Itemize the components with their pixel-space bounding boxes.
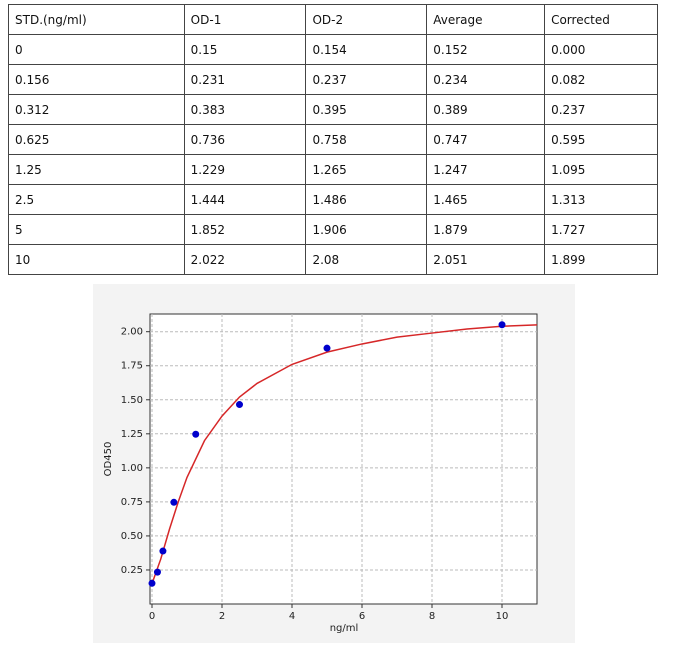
- data-point: [498, 321, 506, 329]
- y-tick-label: 0.50: [121, 531, 143, 542]
- table-cell: 0.234: [426, 64, 546, 95]
- y-tick-label: 1.50: [121, 395, 143, 406]
- table-cell: 2.08: [305, 244, 428, 275]
- table-cell: OD-1: [183, 4, 307, 35]
- table-cell: 2.5: [8, 184, 185, 215]
- table-cell: 1.095: [544, 154, 658, 185]
- y-tick-label: 2.00: [121, 327, 143, 338]
- x-tick-label: 8: [429, 611, 435, 622]
- table-cell: Corrected: [544, 4, 658, 35]
- y-tick-label: 1.75: [121, 361, 143, 372]
- table-cell: 0.154: [305, 34, 428, 65]
- table-cell: 2.051: [426, 244, 546, 275]
- table-cell: 2.022: [183, 244, 307, 275]
- data-point: [236, 401, 243, 409]
- table-cell: 1.247: [426, 154, 546, 185]
- y-tick-label: 0.25: [121, 565, 143, 576]
- table-cell: 1.899: [544, 244, 658, 275]
- data-point: [170, 498, 178, 506]
- table-cell: 0.395: [305, 94, 428, 125]
- table-row: 0.312 0.383 0.395 0.389 0.237: [8, 94, 658, 125]
- y-tick-label: 1.25: [121, 429, 143, 440]
- table-cell: 1.229: [183, 154, 307, 185]
- x-tick-label: 4: [289, 611, 295, 622]
- data-point: [159, 547, 167, 555]
- y-axis-label: OD450: [103, 442, 114, 477]
- table-cell: 0.15: [183, 34, 307, 65]
- x-tick-label: 10: [496, 611, 509, 622]
- table-cell: 0.736: [183, 124, 307, 155]
- table-row: 10 2.022 2.08 2.051 1.899: [8, 244, 658, 275]
- plot-area: [149, 313, 538, 605]
- table-cell: 1.313: [544, 184, 658, 215]
- data-point: [323, 344, 331, 352]
- data-table: STD.(ng/ml) OD-1 OD-2 Average Corrected 0 0.15…: [8, 4, 658, 275]
- y-tick-label: 0.75: [121, 497, 143, 508]
- x-tick-label: 6: [359, 611, 365, 622]
- fit-curve: [151, 324, 538, 584]
- table-cell: Average: [426, 4, 546, 35]
- table-cell: 1.727: [544, 214, 658, 245]
- table-row: 5 1.852 1.906 1.879 1.727: [8, 214, 658, 245]
- data-point: [192, 430, 200, 438]
- y-tick-label: 1.00: [121, 463, 143, 474]
- table-header: STD.(ng/ml) OD-1 OD-2 Average Corrected: [8, 4, 658, 35]
- table-cell: 0.237: [305, 64, 428, 95]
- table-cell: 0.747: [426, 124, 546, 155]
- data-point: [148, 579, 156, 587]
- table-cell: STD.(ng/ml): [8, 4, 185, 35]
- table-cell: 0.312: [8, 94, 185, 125]
- table-cell: 0.389: [426, 94, 546, 125]
- table-cell: 1.906: [305, 214, 428, 245]
- x-tick-label: 0: [149, 611, 155, 622]
- table-row: 0 0.15 0.154 0.152 0.000: [8, 34, 658, 65]
- x-axis-label: ng/ml: [330, 623, 359, 634]
- data-point: [153, 568, 161, 576]
- table-cell: 10: [8, 244, 185, 275]
- x-tick-label: 2: [219, 611, 225, 622]
